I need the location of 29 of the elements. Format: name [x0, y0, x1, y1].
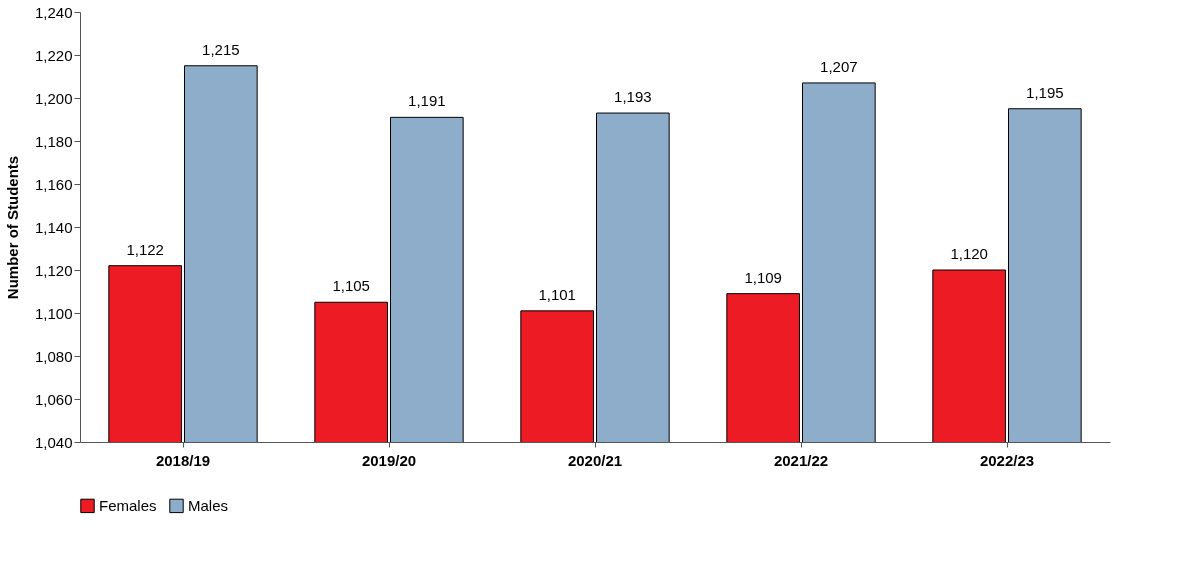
x-tick-label: 2021/22: [773, 451, 829, 469]
y-tick-label: 1,040: [34, 433, 73, 451]
data-label: 1,193: [614, 88, 652, 106]
y-tick-label: 1,140: [34, 218, 73, 236]
data-label: 1,120: [950, 245, 988, 262]
x-tick-label: 2022/23: [979, 451, 1035, 469]
y-tick-label: 1,220: [34, 46, 73, 64]
y-axis-title: Number of Students: [3, 155, 21, 300]
x-tick-label: 2020/21: [567, 451, 623, 469]
data-label: 1,122: [126, 240, 164, 258]
data-label: 1,105: [332, 277, 370, 295]
data-label: 1,207: [820, 57, 858, 75]
y-tick-label: 1,100: [34, 304, 73, 322]
data-label: 1,101: [538, 285, 576, 303]
data-label: 1,191: [408, 92, 446, 110]
y-tick-label: 1,200: [34, 89, 73, 107]
data-label: 1,215: [202, 40, 240, 58]
x-tick-label: 2018/19: [155, 451, 211, 469]
y-tick-label: 1,160: [34, 175, 73, 193]
y-tick-label: 1,180: [34, 132, 73, 150]
y-tick-label: 1,060: [34, 390, 73, 408]
y-tick-label: 1,120: [34, 261, 73, 279]
y-tick-label: 1,080: [34, 347, 73, 365]
data-label: 1,109: [744, 268, 782, 286]
y-tick-label: 1,240: [34, 3, 73, 21]
x-tick-label: 2019/20: [361, 451, 417, 469]
legend-label: Males: [188, 496, 229, 514]
data-label: 1,195: [1026, 83, 1064, 101]
legend-label: Females: [99, 496, 157, 514]
